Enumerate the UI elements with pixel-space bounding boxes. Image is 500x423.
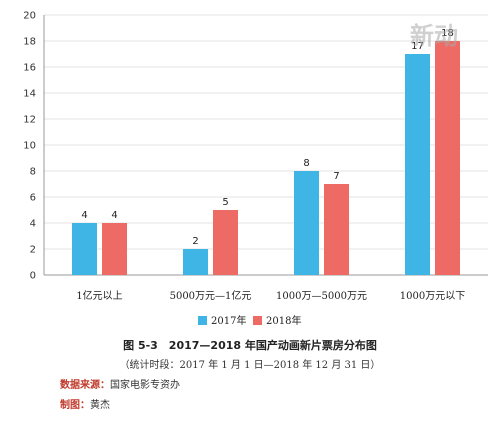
data-label: 4 <box>111 210 117 221</box>
data-source: 数据来源：国家电影专资办 <box>60 376 180 391</box>
x-axis-categories: 1亿元以上 5000万元—1亿元 1000万—5000万元 1000万元以下 <box>76 289 465 302</box>
bar <box>102 223 127 275</box>
data-source-label: 数据来源： <box>60 380 110 391</box>
y-tick-label: 0 <box>30 271 36 282</box>
legend-label: 2018年 <box>266 314 301 327</box>
bar <box>72 223 97 275</box>
data-label: 8 <box>303 158 309 169</box>
y-tick-label: 6 <box>30 193 36 204</box>
chart-title: 图 5-3 2017—2018 年国产动画新片票房分布图 <box>123 339 377 352</box>
bar <box>435 41 460 275</box>
legend-swatch <box>253 316 262 325</box>
data-source-value: 国家电影专资办 <box>110 380 180 391</box>
category-label: 1亿元以上 <box>76 289 122 302</box>
legend-label: 2017年 <box>211 314 246 327</box>
y-tick-label: 14 <box>23 89 36 100</box>
legend: 2017年 2018年 <box>198 314 301 327</box>
legend-swatch <box>198 316 207 325</box>
data-label: 2 <box>192 236 198 247</box>
y-axis: 0 2 4 6 8 10 12 14 16 18 20 <box>23 11 45 282</box>
bar-chart: 0 2 4 6 8 10 12 14 16 18 20 4 4 2 5 8 7 17 18 1亿元以上 5000万元… <box>23 11 488 327</box>
category-label: 1000万元以下 <box>400 291 465 302</box>
data-label: 5 <box>222 197 228 208</box>
chart-subtitle: （统计时段：2017 年 1 月 1 日—2018 年 12 月 31 日） <box>119 360 381 371</box>
bar <box>183 249 208 275</box>
y-tick-label: 10 <box>23 141 36 152</box>
chart-maker: 制图：黄杰 <box>60 396 110 411</box>
watermark-logo: 新动 <box>410 22 458 50</box>
data-label: 17 <box>411 41 424 52</box>
bar <box>405 54 430 275</box>
y-tick-label: 18 <box>23 37 36 48</box>
category-label: 1000万—5000万元 <box>276 291 367 302</box>
y-tick-label: 20 <box>23 11 36 22</box>
data-label: 18 <box>441 28 454 39</box>
y-tick-label: 2 <box>30 245 36 256</box>
y-tick-label: 12 <box>23 115 36 126</box>
chart-maker-value: 黄杰 <box>90 400 110 411</box>
chart-maker-label: 制图： <box>60 400 90 411</box>
y-tick-label: 8 <box>30 167 36 178</box>
bar <box>213 210 238 275</box>
data-label: 7 <box>333 171 339 182</box>
y-tick-label: 4 <box>30 219 36 230</box>
y-tick-label: 16 <box>23 63 36 74</box>
data-label: 4 <box>81 210 87 221</box>
bar <box>324 184 349 275</box>
category-label: 5000万元—1亿元 <box>170 289 252 302</box>
bars <box>72 41 460 275</box>
data-labels: 4 4 2 5 8 7 17 18 <box>81 28 454 247</box>
bar <box>294 171 319 275</box>
